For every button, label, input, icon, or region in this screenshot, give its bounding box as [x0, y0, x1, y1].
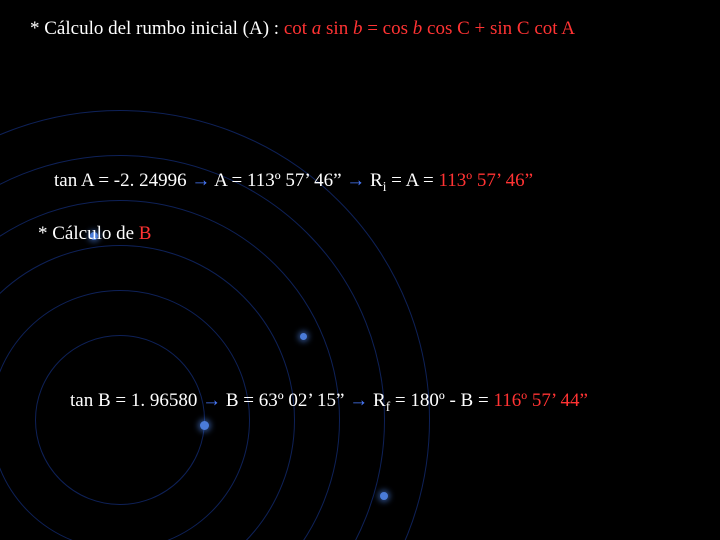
l4-b: B = 63º 02’ 15”	[221, 390, 349, 411]
l4-tan: tan B = 1. 96580	[70, 390, 202, 411]
l2-a: A = 113º 57’ 46”	[210, 170, 346, 191]
l4-rf-label: R	[368, 390, 385, 411]
line-2: tan A = -2. 24996 → A = 113º 57’ 46” → R…	[54, 170, 690, 195]
line-4: tan B = 1. 96580 → B = 63º 02’ 15” → Rf …	[70, 390, 690, 415]
l2-result: 113º 57’ 46”	[438, 170, 533, 191]
l2-ri-label: R	[365, 170, 382, 191]
l3-prefix: * Cálculo de	[38, 223, 139, 244]
l1-formula: cot a sin b = cos b cos C + sin C cot A	[284, 18, 575, 39]
line-3: * Cálculo de B	[38, 223, 690, 245]
slide-content: * Cálculo del rumbo inicial (A) : cot a …	[0, 0, 720, 540]
l2-eq: = A =	[386, 170, 438, 191]
arrow-icon: →	[202, 390, 221, 411]
l1-prefix: * Cálculo del rumbo inicial (A) :	[30, 18, 284, 39]
arrow-icon: →	[349, 390, 368, 411]
l3-b: B	[139, 223, 152, 244]
l4-result: 116º 57’ 44”	[493, 390, 588, 411]
arrow-icon: →	[346, 170, 365, 191]
line-1: * Cálculo del rumbo inicial (A) : cot a …	[30, 18, 690, 40]
arrow-icon: →	[191, 170, 210, 191]
l2-tan: tan A = -2. 24996	[54, 170, 191, 191]
l4-eq: = 180º - B =	[390, 390, 493, 411]
